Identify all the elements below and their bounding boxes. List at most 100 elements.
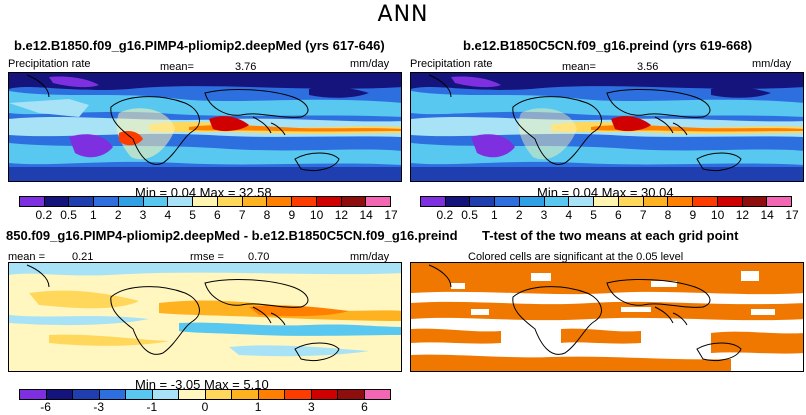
colorbar-swatch: [338, 390, 365, 399]
colorbar-swatch: [179, 390, 206, 399]
colorbar-tick-label: -3: [93, 400, 105, 414]
colorbar-swatch: [73, 390, 100, 399]
colorbar-tick-label: 3: [307, 400, 315, 414]
colorbar-swatch: [193, 197, 218, 206]
colorbar-tick-label: 9: [689, 208, 697, 222]
precip-field-top-left: [9, 73, 401, 181]
colorbar-tick-label: -6: [40, 400, 51, 414]
colorbar-swatch: [20, 390, 47, 399]
colorbar-swatch: [99, 390, 126, 399]
colorbar-tick-label: 1: [254, 400, 262, 414]
panel-title-bottom-right: T-test of the two means at each grid poi…: [482, 228, 739, 243]
colorbar-swatch: [168, 197, 194, 206]
colorbar-swatch: [445, 197, 471, 206]
colorbar-swatch: [242, 197, 268, 206]
colorbar-tick-label: 14: [359, 208, 373, 222]
colorbar-swatch: [143, 197, 169, 206]
colorbar-swatch: [267, 197, 293, 206]
colorbar-swatch: [44, 197, 70, 206]
colorbar-swatch: [569, 197, 595, 206]
units-label-bottom-left: mm/day: [350, 251, 390, 263]
colorbar-tick-label: 10: [309, 208, 324, 222]
colorbar-swatch: [311, 390, 338, 399]
colorbar-swatch: [421, 197, 446, 206]
colorbar-tick-label: 4: [565, 208, 573, 222]
minmax-top-right: Min = 0.04 Max = 30.04: [537, 185, 674, 200]
colorbar-tick-label: 0.2: [35, 208, 53, 222]
colorbar-swatch: [767, 197, 792, 206]
colorbar-swatch: [69, 197, 95, 206]
figure-title: ANN: [377, 2, 429, 27]
colorbar-swatch: [232, 390, 259, 399]
colorbar-swatch: [668, 197, 694, 206]
colorbar-tick-label: 3: [139, 208, 147, 222]
colorbar-swatch: [366, 197, 391, 206]
colorbar-swatch: [205, 390, 232, 399]
colorbar-tick-label: 0.5: [461, 208, 478, 222]
panel-title-top-right: b.e12.B1850C5CN.f09_g16.preind (yrs 619-…: [463, 38, 753, 53]
colorbar-tick-label: -1: [146, 400, 158, 414]
colorbar-swatch: [693, 197, 718, 206]
colorbar-tick-label: 7: [639, 208, 647, 222]
variable-label-top-left: Precipitation rate: [8, 58, 91, 70]
colorbar-swatch: [643, 197, 669, 206]
colorbar-tick-label: 17: [384, 208, 398, 222]
colorbar-tick-label: 12: [334, 208, 349, 222]
colorbar-swatch: [316, 197, 342, 206]
colorbar-tick-label: 6: [361, 400, 368, 414]
colorbar-swatch: [46, 390, 73, 399]
colorbar-swatch: [519, 197, 545, 206]
colorbar-tick-label: 17: [785, 208, 799, 222]
colorbar-tick-label: 7: [238, 208, 246, 222]
colorbar-top-right: [420, 196, 792, 207]
mean-label-top-right: mean=: [562, 61, 596, 73]
colorbar-swatch: [217, 197, 243, 206]
colorbar-swatch: [285, 390, 312, 399]
precip-map-top-right: [410, 72, 804, 182]
diff-map-bottom-left: [8, 262, 402, 372]
minmax-bottom-left: Min = -3.05 Max = 5.10: [135, 377, 269, 392]
mean-value-top-right: 3.56: [637, 61, 659, 73]
mean-value-top-left: 3.76: [235, 61, 257, 73]
colorbar-tick-label: 2: [515, 208, 523, 222]
precip-field-top-right: [411, 73, 803, 181]
diff-field-bottom-left: [9, 263, 401, 371]
units-label-top-right: mm/day: [752, 58, 792, 70]
colorbar-tick-label: 14: [760, 208, 774, 222]
units-label-top-left: mm/day: [350, 58, 390, 70]
significance-note: Colored cells are significant at the 0.0…: [468, 251, 684, 263]
colorbar-swatch: [94, 197, 119, 206]
mean-label-top-left: mean=: [160, 61, 194, 73]
ttest-field-bottom-right: [411, 263, 803, 371]
colorbar-swatch: [470, 197, 496, 206]
colorbar-tick-label: 8: [664, 208, 672, 222]
colorbar-tick-label: 1: [491, 208, 498, 222]
precip-map-top-left: [8, 72, 402, 182]
colorbar-swatch: [544, 197, 570, 206]
minmax-top-left: Min = 0.04 Max = 32.58: [135, 185, 272, 200]
colorbar-ticks-top-right: 0.2 0.5 1 2 3 4 5 6 7 8 9 10 12 14 17: [420, 208, 798, 222]
colorbar-top-left: [19, 196, 391, 207]
colorbar-tick-label: 12: [735, 208, 750, 222]
variable-label-top-right: Precipitation rate: [410, 58, 493, 70]
colorbar-swatch: [126, 390, 153, 399]
ttest-map-bottom-right: [410, 262, 804, 372]
colorbar-swatch: [717, 197, 743, 206]
colorbar-tick-label: 0.2: [436, 208, 454, 222]
colorbar-tick-label: 10: [710, 208, 725, 222]
rmse-value-bottom-left: 0.70: [248, 251, 270, 263]
rmse-label-bottom-left: rmse =: [190, 251, 224, 263]
colorbar-tick-label: 0: [201, 400, 209, 414]
colorbar-ticks-top-left: 0.2 0.5 1 2 3 4 5 6 7 8 9 10 12 14 17: [19, 208, 397, 222]
colorbar-tick-label: 6: [615, 208, 622, 222]
colorbar-tick-label: 2: [114, 208, 122, 222]
colorbar-swatch: [495, 197, 520, 206]
colorbar-swatch: [20, 197, 45, 206]
colorbar-tick-label: 3: [540, 208, 548, 222]
colorbar-bottom-left: [19, 389, 391, 400]
colorbar-tick-label: 1: [90, 208, 97, 222]
colorbar-tick-label: 6: [214, 208, 221, 222]
colorbar-swatch: [594, 197, 619, 206]
colorbar-swatch: [258, 390, 285, 399]
colorbar-tick-label: 8: [263, 208, 271, 222]
